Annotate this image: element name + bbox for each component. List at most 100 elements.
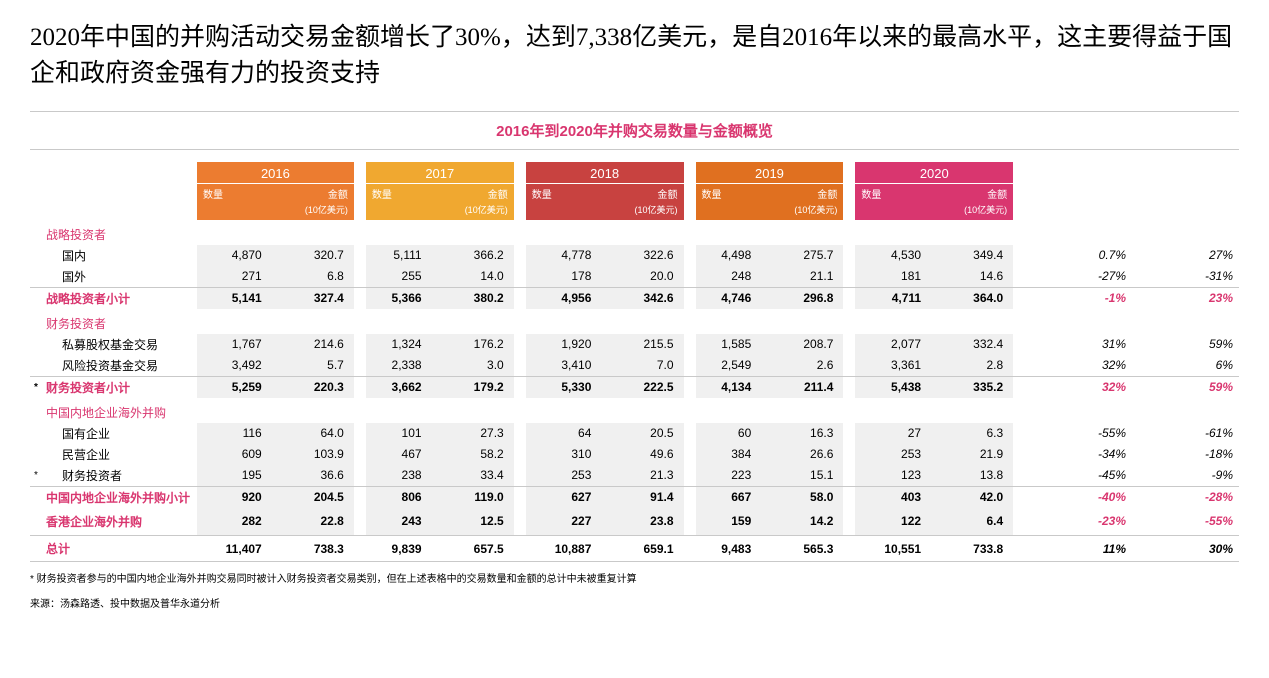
table-cell: 403 [855,486,931,508]
data-table: 2016 2017 2018 2019 2020 %变动数量2020比2019 … [30,162,1239,563]
table-cell: 3,492 [197,355,272,377]
total-row: 总计11,407738.39,839657.510,887659.19,4835… [30,536,1239,562]
table-cell: 27 [855,423,931,444]
table-cell: 14.2 [761,508,843,536]
table-cell: 384 [696,444,762,465]
table-cell: 733.8 [931,536,1013,562]
table-cell: 179.2 [432,376,514,398]
table-cell: 364.0 [931,287,1013,309]
table-cell: 27.3 [432,423,514,444]
table-row: 风险投资基金交易3,4925.72,3383.03,4107.02,5492.6… [30,355,1239,377]
table-cell: 33.4 [432,465,514,487]
table-cell: 215.5 [601,334,683,355]
table-cell: 13.8 [931,465,1013,487]
table-cell: 176.2 [432,334,514,355]
table-cell: 248 [696,266,762,288]
table-cell: 5,259 [197,376,272,398]
row-label: 中国内地企业海外并购小计 [42,486,197,508]
row-label: 财务投资者小计 [42,376,197,398]
table-cell: 42.0 [931,486,1013,508]
table-cell: 10,551 [855,536,931,562]
table-cell: 366.2 [432,245,514,266]
table-cell: -31% [1132,266,1239,288]
table-cell: 60 [696,423,762,444]
row-label: 民营企业 [42,444,197,465]
year-header-row: 2016 2017 2018 2019 2020 %变动数量2020比2019 … [30,162,1239,184]
table-cell: 335.2 [931,376,1013,398]
table-cell: 9,839 [366,536,432,562]
table-cell: 4,134 [696,376,762,398]
table-cell: -23% [1025,508,1132,536]
footnote-2: 来源：汤森路透、投中数据及普华永道分析 [30,597,1239,612]
table-row: 民营企业609103.946758.231049.638426.625321.9… [30,444,1239,465]
table-cell: 59% [1132,376,1239,398]
table-cell: 2,077 [855,334,931,355]
table-cell: 30% [1132,536,1239,562]
table-cell: 181 [855,266,931,288]
row-label: 战略投资者小计 [42,287,197,309]
table-cell: 32% [1025,355,1132,377]
table-cell: 1,324 [366,334,432,355]
table-cell: 14.0 [432,266,514,288]
table-cell: 91.4 [601,486,683,508]
table-cell: 21.3 [601,465,683,487]
year-2020: 2020 [855,162,1013,184]
table-cell: 565.3 [761,536,843,562]
table-cell: 4,711 [855,287,931,309]
table-cell: 282 [197,508,272,536]
table-cell: 20.5 [601,423,683,444]
table-cell: 10,887 [526,536,602,562]
page-title: 2020年中国的并购活动交易金额增长了30%，达到7,338亿美元，是自2016… [30,20,1239,93]
table-cell: 243 [366,508,432,536]
section-header: 战略投资者 [30,220,1239,245]
table-cell: 123 [855,465,931,487]
table-row: 国外2716.825514.017820.024821.118114.6-27%… [30,266,1239,288]
table-cell: 64.0 [272,423,354,444]
row-label: 国有企业 [42,423,197,444]
table-cell: 22.8 [272,508,354,536]
table-cell: 5.7 [272,355,354,377]
row-label: 私募股权基金交易 [42,334,197,355]
table-cell: 14.6 [931,266,1013,288]
table-cell: 12.5 [432,508,514,536]
table-cell: 103.9 [272,444,354,465]
table-cell: -40% [1025,486,1132,508]
table-cell: 1,920 [526,334,602,355]
table-cell: 159 [696,508,762,536]
table-cell: 3,410 [526,355,602,377]
table-row: 私募股权基金交易1,767214.61,324176.21,920215.51,… [30,334,1239,355]
table-cell: 3,662 [366,376,432,398]
chg-qty-header: %变动数量2020比2019 [1025,162,1132,220]
table-cell: 101 [366,423,432,444]
table-cell: 310 [526,444,602,465]
subtotal-row: 中国内地企业海外并购小计920204.5806119.062791.466758… [30,486,1239,508]
table-cell: 253 [855,444,931,465]
table-cell: 467 [366,444,432,465]
table-row: *财务投资者19536.623833.425321.322315.112313.… [30,465,1239,487]
table-cell: 23% [1132,287,1239,309]
table-cell: 0.7% [1025,245,1132,266]
table-cell: 2.8 [931,355,1013,377]
section-header: 财务投资者 [30,309,1239,334]
row-label: 总计 [42,536,197,562]
table-cell: 5,111 [366,245,432,266]
table-cell: 122 [855,508,931,536]
table-cell: -9% [1132,465,1239,487]
table-cell: 332.4 [931,334,1013,355]
table-cell: 195 [197,465,272,487]
table-cell: 49.6 [601,444,683,465]
row-label: 财务投资者 [42,465,197,487]
table-cell: -55% [1132,508,1239,536]
table-cell: 5,141 [197,287,272,309]
table-cell: 16.3 [761,423,843,444]
table-cell: -28% [1132,486,1239,508]
table-cell: 4,530 [855,245,931,266]
table-cell: 275.7 [761,245,843,266]
table-cell: 320.7 [272,245,354,266]
row-label: 风险投资基金交易 [42,355,197,377]
table-cell: 920 [197,486,272,508]
footnote-1: * 财务投资者参与的中国内地企业海外并购交易同时被计入财务投资者交易类别，但在上… [30,572,1239,587]
table-cell: 214.6 [272,334,354,355]
table-cell: 4,778 [526,245,602,266]
table-cell: -55% [1025,423,1132,444]
